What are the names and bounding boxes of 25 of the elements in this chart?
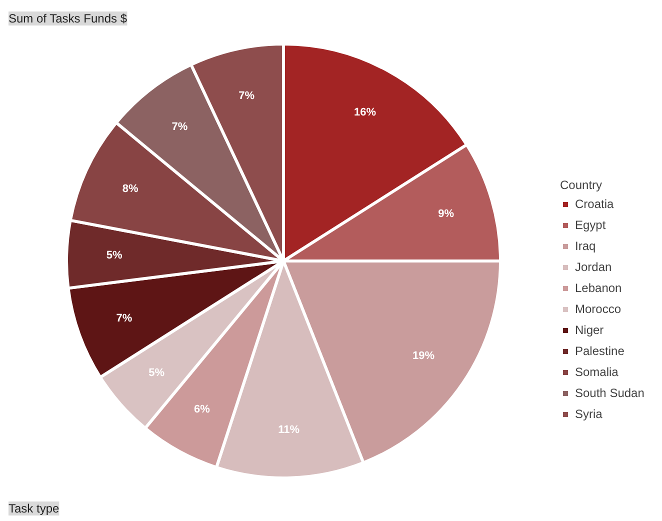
data-label: 6% (194, 403, 210, 416)
data-label: 19% (412, 350, 435, 362)
legend-title: Country (560, 178, 604, 192)
legend-label: Iraq (575, 239, 596, 253)
legend-label: Somalia (575, 365, 618, 379)
text: Task type (8, 502, 60, 516)
legend-label: Niger (575, 323, 604, 337)
data-label: 5% (106, 250, 122, 262)
legend-label: Croatia (575, 197, 614, 211)
data-label: 8% (122, 182, 139, 195)
text: Sum of Tasks Funds $ (8, 12, 128, 26)
legend-label: Egypt (575, 218, 606, 232)
data-label: 5% (148, 366, 165, 379)
data-label: 7% (116, 312, 132, 324)
legend-label: Palestine (575, 344, 624, 358)
legend-label: Jordan (575, 260, 612, 274)
data-label: 9% (438, 208, 454, 220)
data-label: 7% (238, 90, 255, 102)
data-label: 7% (172, 121, 188, 134)
data-label: 16% (354, 106, 376, 119)
data-label: 11% (278, 424, 300, 436)
legend-label: Lebanon (575, 281, 622, 295)
legend-label: Morocco (575, 302, 622, 316)
legend-label: South Sudan (575, 386, 644, 400)
legend-label: Syria (575, 407, 602, 421)
